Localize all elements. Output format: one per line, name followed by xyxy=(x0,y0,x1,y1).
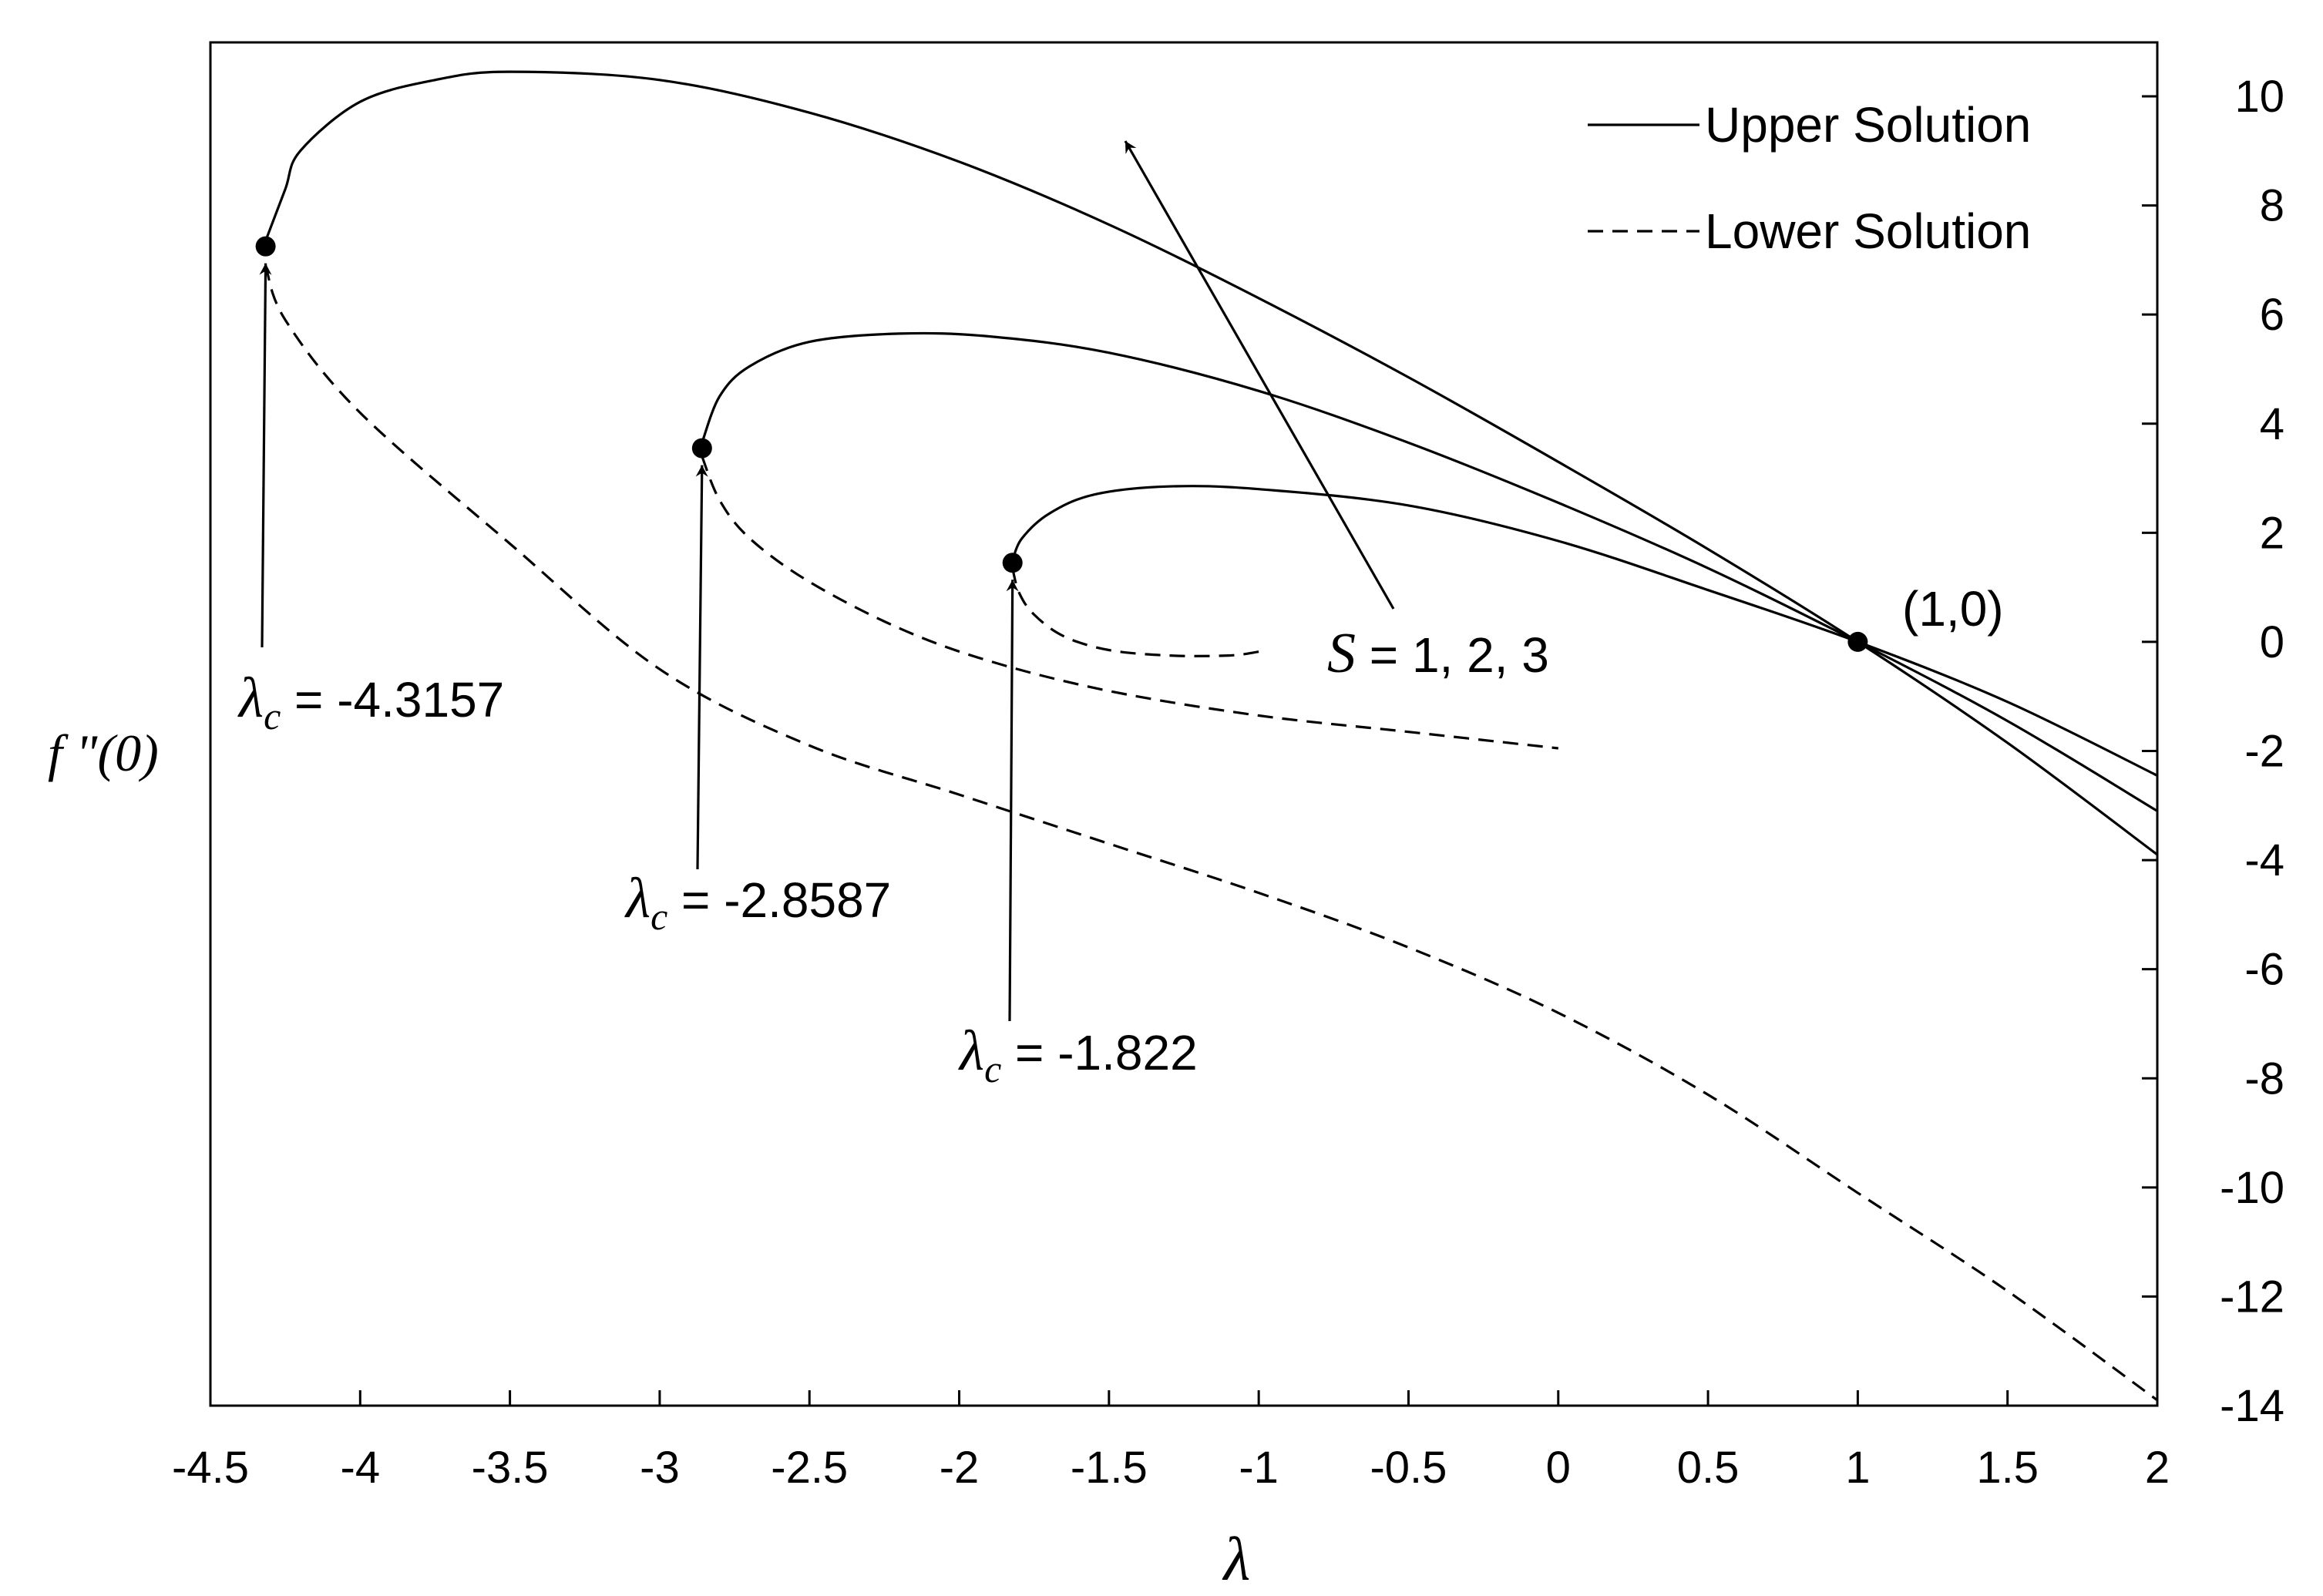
legend-lower-label: Lower Solution xyxy=(1705,203,2031,259)
y-tick-label: 6 xyxy=(2260,290,2284,340)
marker-point-1 xyxy=(691,438,712,459)
annotation-lambda-c-3-symbol: λ xyxy=(237,667,264,730)
y-tick-label: 4 xyxy=(2260,399,2284,449)
x-tick-label: 0.5 xyxy=(1677,1443,1740,1493)
annotation-lambda-c-3-value: = -4.3157 xyxy=(281,672,504,727)
x-tick-label: -1 xyxy=(1239,1443,1279,1493)
x-tick-label: -2.5 xyxy=(771,1443,848,1493)
arrow-lambda-c-1 xyxy=(1006,580,1019,1022)
annotation-lambda-c-1: λc = -1.822 xyxy=(958,1020,1198,1090)
y-axis-label: f "(0) xyxy=(48,724,159,782)
annotation-arrows xyxy=(259,140,1395,1022)
arrow-s-increasing xyxy=(1124,140,1395,610)
y-ticks: 10 8 6 4 2 0 -2 -4 -6 -8 -10 -12 -14 xyxy=(2142,72,2284,1431)
arrow-lambda-c-2 xyxy=(695,465,708,870)
annotation-lambda-c-3-sub: c xyxy=(264,694,281,738)
plot-frame xyxy=(209,41,2159,1407)
y-tick-label: -2 xyxy=(2244,727,2284,777)
arrow-lambda-c-3 xyxy=(259,263,272,648)
y-tick-label: -12 xyxy=(2220,1272,2284,1322)
series-upper-s2 xyxy=(701,331,2158,812)
annotation-lambda-c-2-symbol: λ xyxy=(624,867,651,930)
annotation-lambda-c-1-symbol: λ xyxy=(958,1020,984,1083)
y-tick-label: 0 xyxy=(2260,617,2284,667)
series-lower-s2 xyxy=(701,455,1558,750)
y-tick-label: 8 xyxy=(2260,181,2284,231)
y-tick-label: -10 xyxy=(2220,1163,2284,1213)
series-upper-s1 xyxy=(1011,485,2158,777)
curves xyxy=(264,70,2158,1402)
x-tick-label: -2 xyxy=(940,1443,980,1493)
markers xyxy=(255,236,1868,652)
x-tick-label: -3.5 xyxy=(472,1443,549,1493)
y-tick-label: 2 xyxy=(2260,508,2284,558)
series-upper-s3 xyxy=(264,70,2158,856)
y-tick-label: -4 xyxy=(2244,835,2284,885)
marker-point-3 xyxy=(1847,631,1868,652)
series-lower-s3 xyxy=(264,264,2158,1402)
annotation-lambda-c-1-sub: c xyxy=(984,1047,1001,1090)
x-axis-label: λ xyxy=(1222,1526,1251,1594)
y-tick-label: -6 xyxy=(2244,945,2284,995)
annotation-s-symbol: S xyxy=(1327,622,1356,685)
annotation-point: (1,0) xyxy=(1902,581,2004,637)
x-ticks: -4.5 -4 -3.5 -3 -2.5 -2 -1.5 -1 -0.5 0 0.5 1 1.5 2 xyxy=(172,1390,2170,1493)
x-tick-label: 1.5 xyxy=(1976,1443,2039,1493)
x-tick-label: 2 xyxy=(2145,1443,2170,1493)
x-tick-label: 1 xyxy=(1845,1443,1870,1493)
legend: Upper Solution Lower Solution xyxy=(1588,97,2031,259)
x-tick-label: -1.5 xyxy=(1071,1443,1148,1493)
series-lower-s1 xyxy=(1011,567,1259,657)
annotation-lambda-c-3: λc = -4.3157 xyxy=(237,667,504,738)
annotation-lambda-c-2: λc = -2.8587 xyxy=(624,867,891,938)
y-tick-label: -8 xyxy=(2244,1053,2284,1104)
x-tick-label: -0.5 xyxy=(1370,1443,1447,1493)
x-tick-label: -4.5 xyxy=(172,1443,249,1493)
legend-upper-label: Upper Solution xyxy=(1705,97,2031,153)
annotation-s-text: = 1, 2, 3 xyxy=(1356,627,1549,683)
y-tick-label: -14 xyxy=(2220,1381,2284,1431)
marker-point-0 xyxy=(255,236,276,257)
x-tick-label: -4 xyxy=(341,1443,381,1493)
x-tick-label: 0 xyxy=(1546,1443,1571,1493)
annotation-lambda-c-2-value: = -2.8587 xyxy=(667,872,891,928)
annotation-lambda-c-2-sub: c xyxy=(651,895,667,938)
annotation-s-values: S = 1, 2, 3 xyxy=(1327,622,1549,685)
y-tick-label: 10 xyxy=(2234,72,2284,122)
x-tick-label: -3 xyxy=(640,1443,680,1493)
marker-point-2 xyxy=(1002,553,1023,573)
annotation-lambda-c-1-value: = -1.822 xyxy=(1001,1025,1197,1080)
